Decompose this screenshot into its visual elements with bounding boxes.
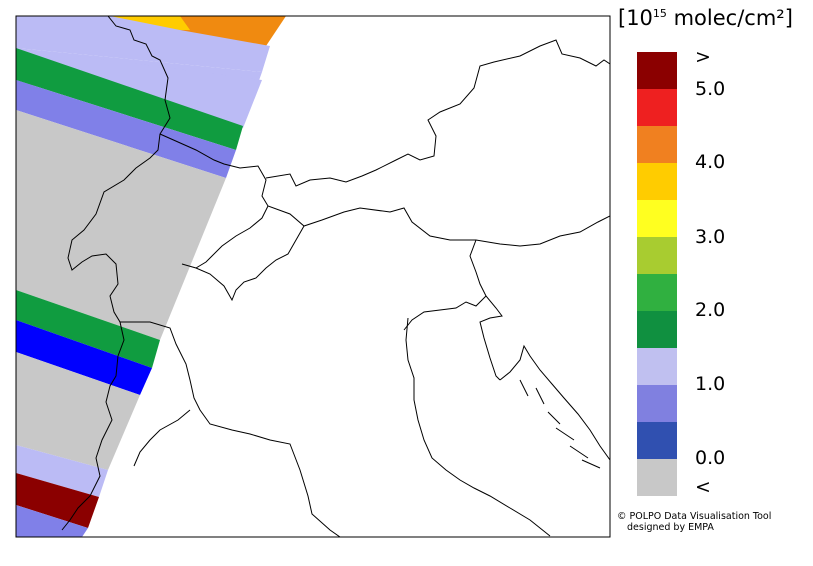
swath-band-gray-1 [16,110,226,340]
swath-band-periwinkle-2 [16,505,88,537]
legend-label-gt: > [695,46,711,68]
legend-swatch-4 [637,163,677,200]
alps-border [159,133,610,247]
country-borders [61,16,610,537]
credit-line-1: © POLPO Data Visualisation Tool [617,511,772,522]
color-bar [637,52,677,496]
legend-swatch-3 [637,237,677,274]
adriatic-coast [405,317,551,537]
legend-label-5: 5.0 [695,78,726,100]
legend-swatch-1-5 [637,348,677,385]
slovenia-border [469,239,503,381]
swiss-inner [195,205,269,269]
swath-band-periwinkle [16,80,236,178]
swath-band-gray-2 [16,352,140,470]
germany-border [265,39,610,187]
legend-label-3: 3.0 [695,226,726,248]
swath-band-blue [16,320,152,395]
legend-label-2: 2.0 [695,299,726,321]
legend-label-0: 0.0 [695,447,726,469]
legend-swatch-3-5 [637,200,677,237]
legend-swatch-1 [637,385,677,422]
france-border [61,16,171,531]
swath-band-green [16,48,243,150]
credit-text: © POLPO Data Visualisation Tool designed… [617,511,771,533]
swath-band-green-2 [16,290,160,368]
legend-label-4: 4.0 [695,151,726,173]
swath-band-lavender-2 [16,445,108,497]
swiss-border [181,225,305,302]
croatia-islands [519,379,601,469]
swath-band-green-top [16,48,262,128]
legend-swatch-lt [637,459,677,496]
swath-band-lavender-top [16,16,270,72]
venice-lagoon [403,295,487,331]
satellite-swath [16,16,610,537]
legend-swatch-0-5 [637,422,677,459]
liguria-coast [133,409,191,467]
legend-swatch-4-5 [637,126,677,163]
swath-band-darkred [16,473,99,528]
croatia-coast [499,344,610,461]
legend-unit-title: [1015 molec/cm²] [618,6,793,30]
credit-line-2: designed by EMPA [627,522,714,533]
legend-label-lt: < [695,476,711,498]
legend-swatch-2-5 [637,274,677,311]
legend-swatch-2 [637,311,677,348]
italy-coast [120,321,341,537]
map-frame [15,15,611,538]
legend-swatch-gt [637,52,677,89]
legend-swatch-5 [637,89,677,126]
legend-label-1: 1.0 [695,373,726,395]
